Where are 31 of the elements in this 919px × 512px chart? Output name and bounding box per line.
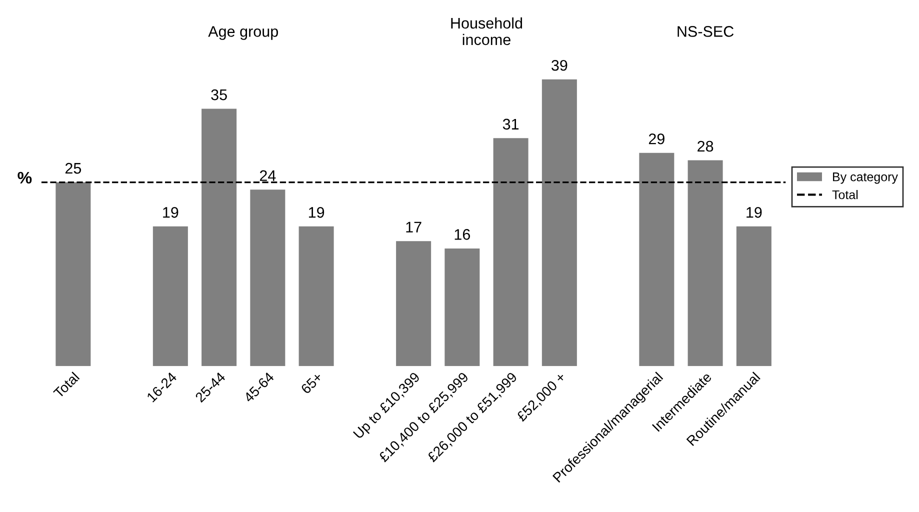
bar <box>736 226 772 366</box>
data-label: 19 <box>746 207 762 218</box>
text: Age group <box>208 26 278 40</box>
data-label: 17 <box>406 222 422 232</box>
x-tick-label: 65+ <box>300 372 324 394</box>
bar <box>250 190 286 366</box>
data-label: 35 <box>211 89 227 100</box>
bar <box>444 248 480 366</box>
bar <box>152 226 188 366</box>
data-label: 16 <box>454 229 470 240</box>
bar <box>396 241 432 366</box>
legend-label: Total <box>832 190 858 200</box>
data-label: 29 <box>648 133 664 144</box>
data-label: 25 <box>65 162 82 174</box>
data-label: 19 <box>163 207 178 218</box>
data-label: 24 <box>260 170 276 181</box>
bar <box>493 138 528 366</box>
bar <box>202 108 237 366</box>
text: Household income <box>451 17 522 46</box>
bar <box>639 152 674 366</box>
y-axis-title: % <box>18 172 32 184</box>
data-label: 19 <box>308 207 324 218</box>
bar <box>298 226 334 366</box>
data-label: 31 <box>502 118 519 130</box>
text: NS-SEC <box>678 26 734 37</box>
bar <box>542 79 577 366</box>
bar <box>688 160 723 366</box>
bar <box>56 182 91 366</box>
legend-label: By category <box>833 172 898 184</box>
data-label: 28 <box>698 140 714 152</box>
data-label: 39 <box>552 60 568 71</box>
